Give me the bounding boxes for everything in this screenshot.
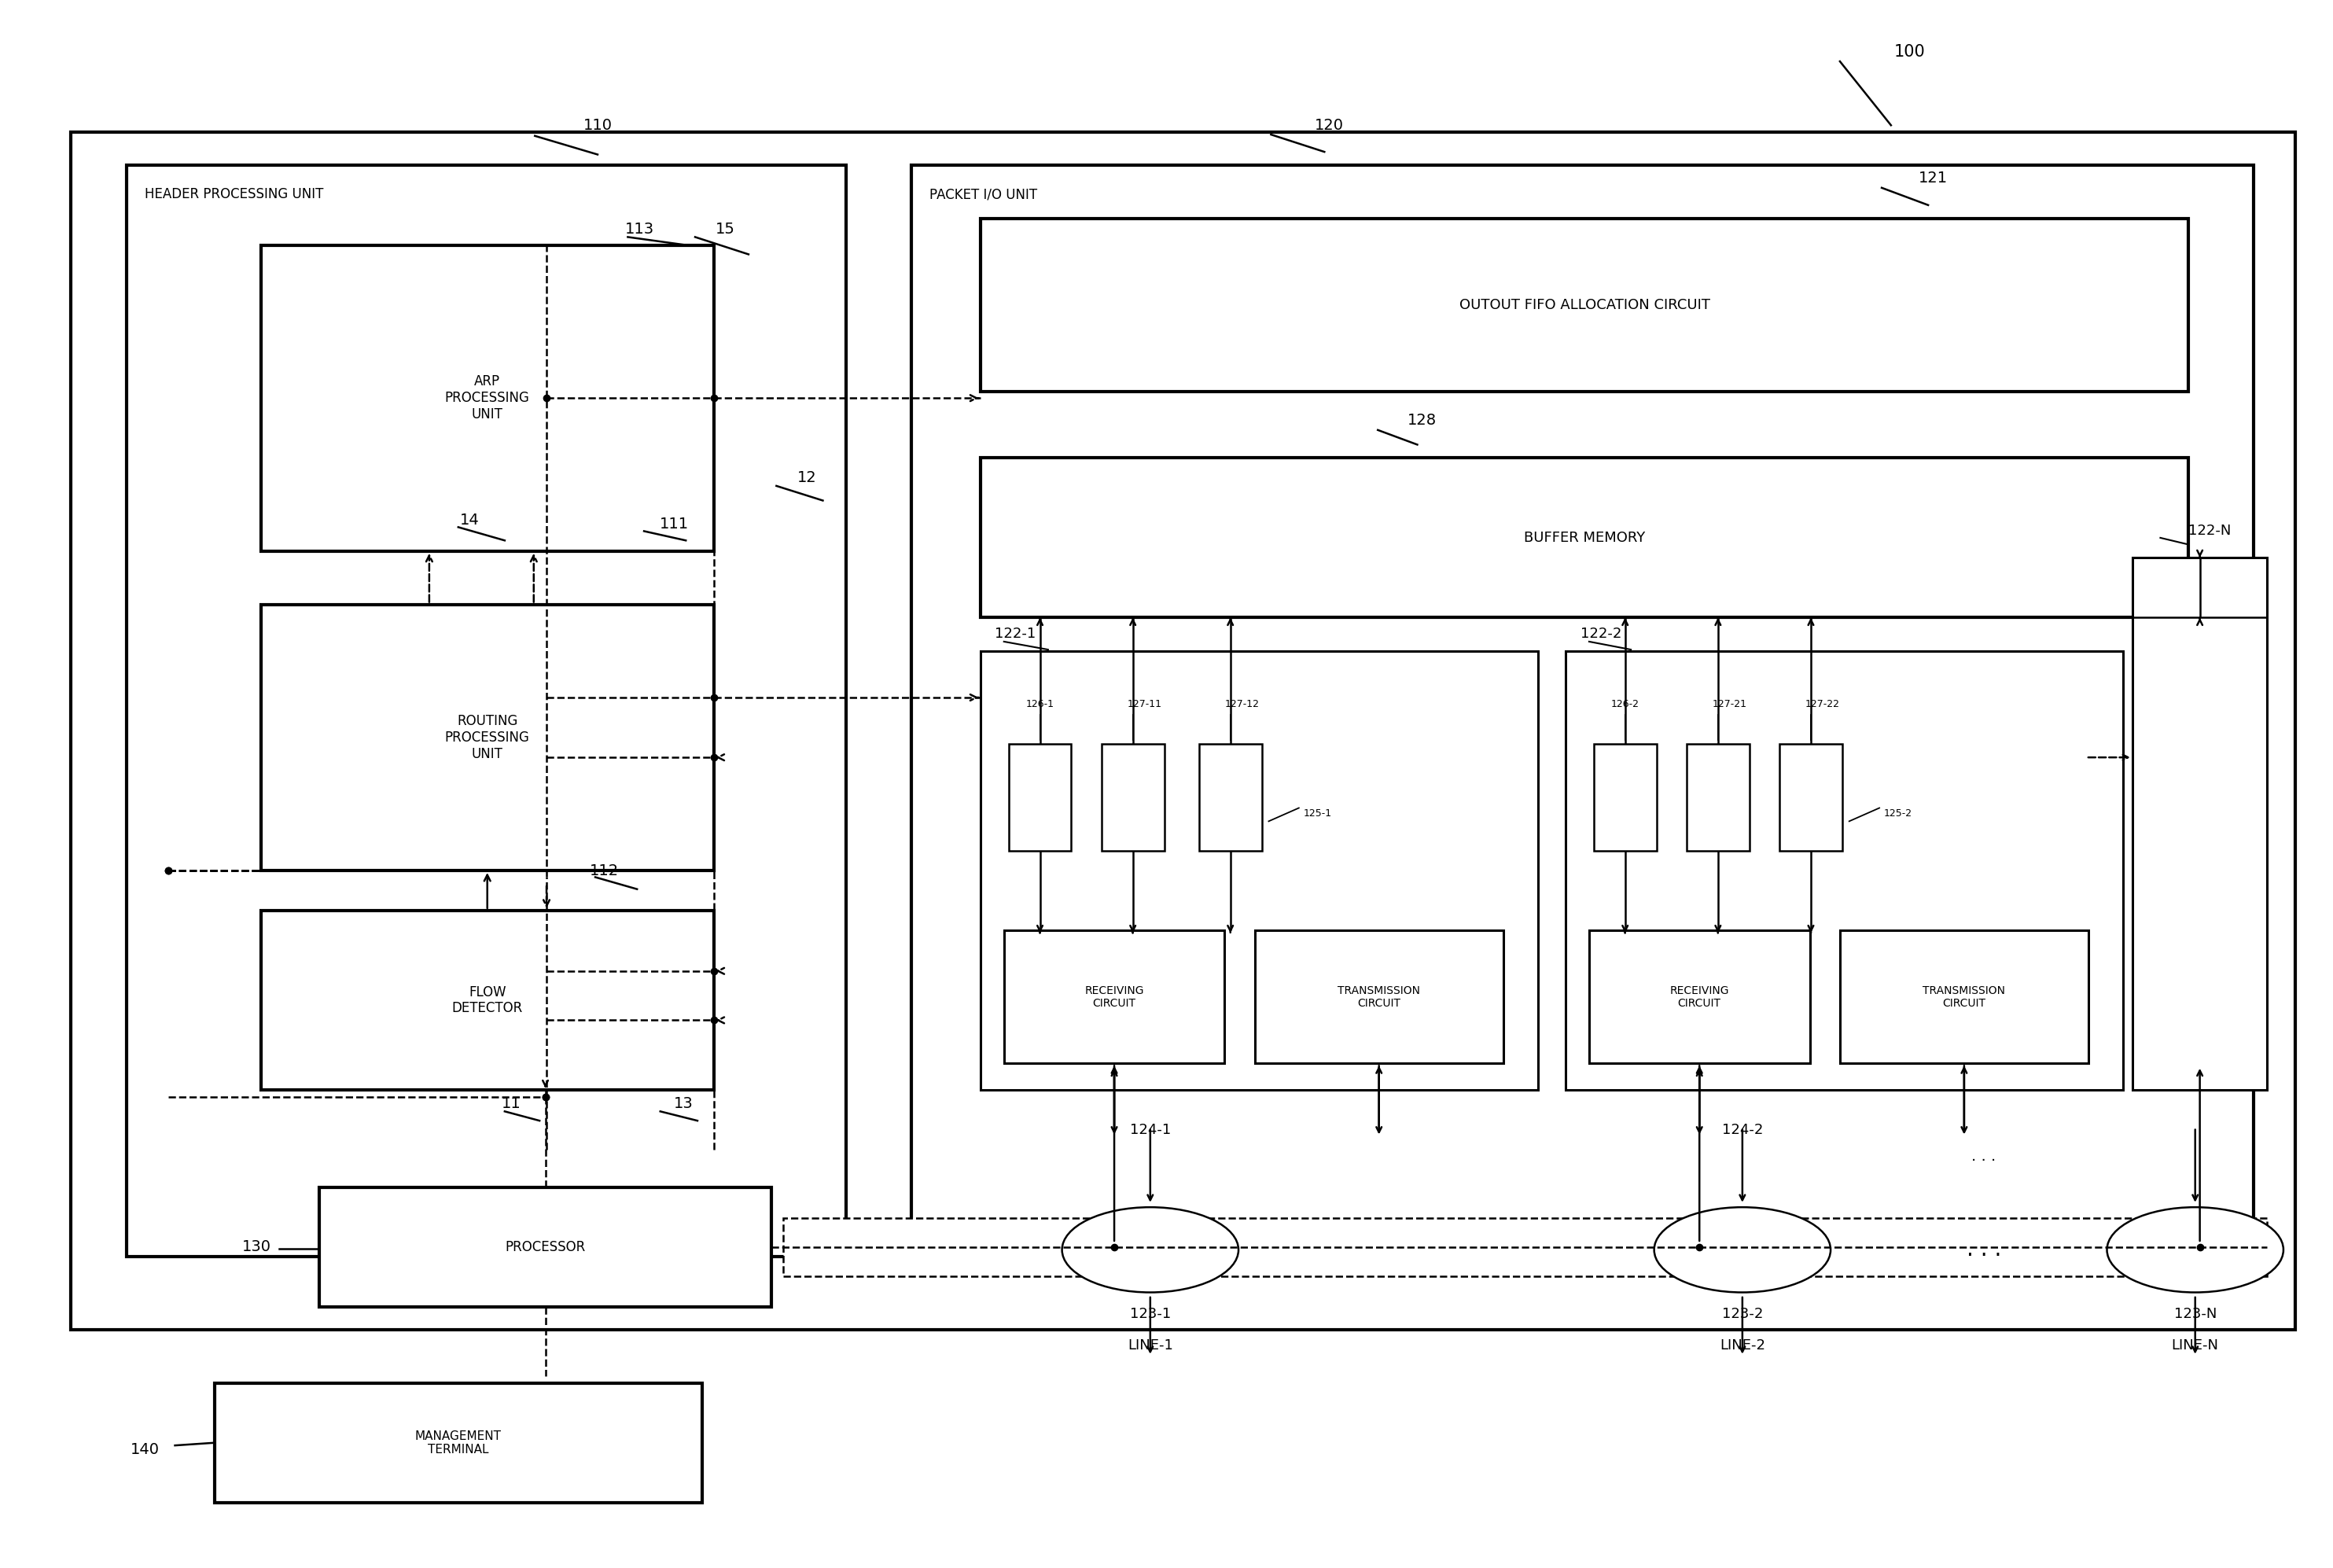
Text: 125-1: 125-1 [1304, 808, 1332, 818]
Text: TRANSMISSION
CIRCUIT: TRANSMISSION CIRCUIT [1922, 985, 2006, 1008]
Bar [1199, 745, 1262, 850]
Text: LINE-2: LINE-2 [1719, 1339, 1766, 1353]
Text: . . .: . . . [1971, 1149, 1997, 1163]
Text: 127-21: 127-21 [1712, 699, 1747, 709]
Ellipse shape [2107, 1207, 2284, 1292]
Text: ROUTING
PROCESSING
UNIT: ROUTING PROCESSING UNIT [446, 713, 530, 760]
Text: LINE-N: LINE-N [2172, 1339, 2219, 1353]
Text: PROCESSOR: PROCESSOR [506, 1240, 586, 1254]
Text: 126-2: 126-2 [1612, 699, 1640, 709]
Text: ARP
PROCESSING
UNIT: ARP PROCESSING UNIT [446, 375, 530, 422]
Text: 122-2: 122-2 [1579, 627, 1621, 641]
Text: MANAGEMENT
TERMINAL: MANAGEMENT TERMINAL [415, 1430, 502, 1455]
Bar [1593, 745, 1656, 850]
Text: 12: 12 [798, 470, 817, 486]
Bar [261, 911, 714, 1090]
Text: 113: 113 [625, 221, 653, 237]
Text: BUFFER MEMORY: BUFFER MEMORY [1523, 530, 1645, 544]
Bar [912, 165, 2254, 1256]
Bar [1003, 930, 1225, 1063]
Bar [1255, 930, 1502, 1063]
Text: . . .: . . . [1967, 1239, 2002, 1261]
Text: 130: 130 [243, 1240, 271, 1254]
Text: 125-2: 125-2 [1885, 808, 1913, 818]
Text: 120: 120 [1313, 118, 1344, 133]
Bar [261, 245, 714, 550]
Text: RECEIVING
CIRCUIT: RECEIVING CIRCUIT [1085, 985, 1143, 1008]
Bar [126, 165, 847, 1256]
Text: 123-1: 123-1 [1129, 1306, 1171, 1320]
Text: 124-1: 124-1 [1129, 1123, 1171, 1137]
Bar [261, 604, 714, 870]
Text: FLOW
DETECTOR: FLOW DETECTOR [453, 985, 523, 1016]
Text: 13: 13 [674, 1096, 693, 1110]
Ellipse shape [1654, 1207, 1831, 1292]
Bar [1008, 745, 1071, 850]
Bar [215, 1383, 702, 1502]
Bar [980, 218, 2188, 392]
Bar [784, 1218, 2268, 1276]
Bar [1841, 930, 2088, 1063]
Ellipse shape [1062, 1207, 1239, 1292]
Bar [1687, 745, 1750, 850]
Text: 123-2: 123-2 [1722, 1306, 1764, 1320]
Bar [980, 458, 2188, 618]
Text: OUTOUT FIFO ALLOCATION CIRCUIT: OUTOUT FIFO ALLOCATION CIRCUIT [1458, 298, 1710, 312]
Text: 14: 14 [460, 513, 481, 528]
Text: 126-1: 126-1 [1027, 699, 1055, 709]
Text: RECEIVING
CIRCUIT: RECEIVING CIRCUIT [1670, 985, 1729, 1008]
Text: 110: 110 [583, 118, 611, 133]
Text: PACKET I/O UNIT: PACKET I/O UNIT [929, 187, 1038, 202]
Text: 127-11: 127-11 [1127, 699, 1162, 709]
Text: 127-22: 127-22 [1806, 699, 1841, 709]
Text: 123-N: 123-N [2174, 1306, 2216, 1320]
Text: 140: 140 [131, 1443, 159, 1457]
Text: 122-1: 122-1 [994, 627, 1036, 641]
Text: HEADER PROCESSING UNIT: HEADER PROCESSING UNIT [145, 187, 324, 202]
Bar [1589, 930, 1810, 1063]
Text: 127-12: 127-12 [1225, 699, 1260, 709]
Text: 11: 11 [502, 1096, 520, 1110]
Bar [1101, 745, 1164, 850]
Text: 100: 100 [1894, 44, 1925, 60]
Text: 15: 15 [716, 221, 735, 237]
Bar [1780, 745, 1843, 850]
Bar [320, 1187, 772, 1308]
Bar [70, 132, 2296, 1330]
Bar [980, 651, 1537, 1090]
Text: 121: 121 [1918, 171, 1948, 187]
Text: 122-N: 122-N [2188, 524, 2230, 538]
Text: 112: 112 [590, 862, 618, 878]
Bar [1565, 651, 2123, 1090]
Text: 128: 128 [1407, 414, 1437, 428]
Text: TRANSMISSION
CIRCUIT: TRANSMISSION CIRCUIT [1337, 985, 1421, 1008]
Text: 111: 111 [660, 517, 688, 532]
Bar [2132, 558, 2268, 1090]
Text: LINE-1: LINE-1 [1127, 1339, 1173, 1353]
Text: 124-2: 124-2 [1722, 1123, 1764, 1137]
